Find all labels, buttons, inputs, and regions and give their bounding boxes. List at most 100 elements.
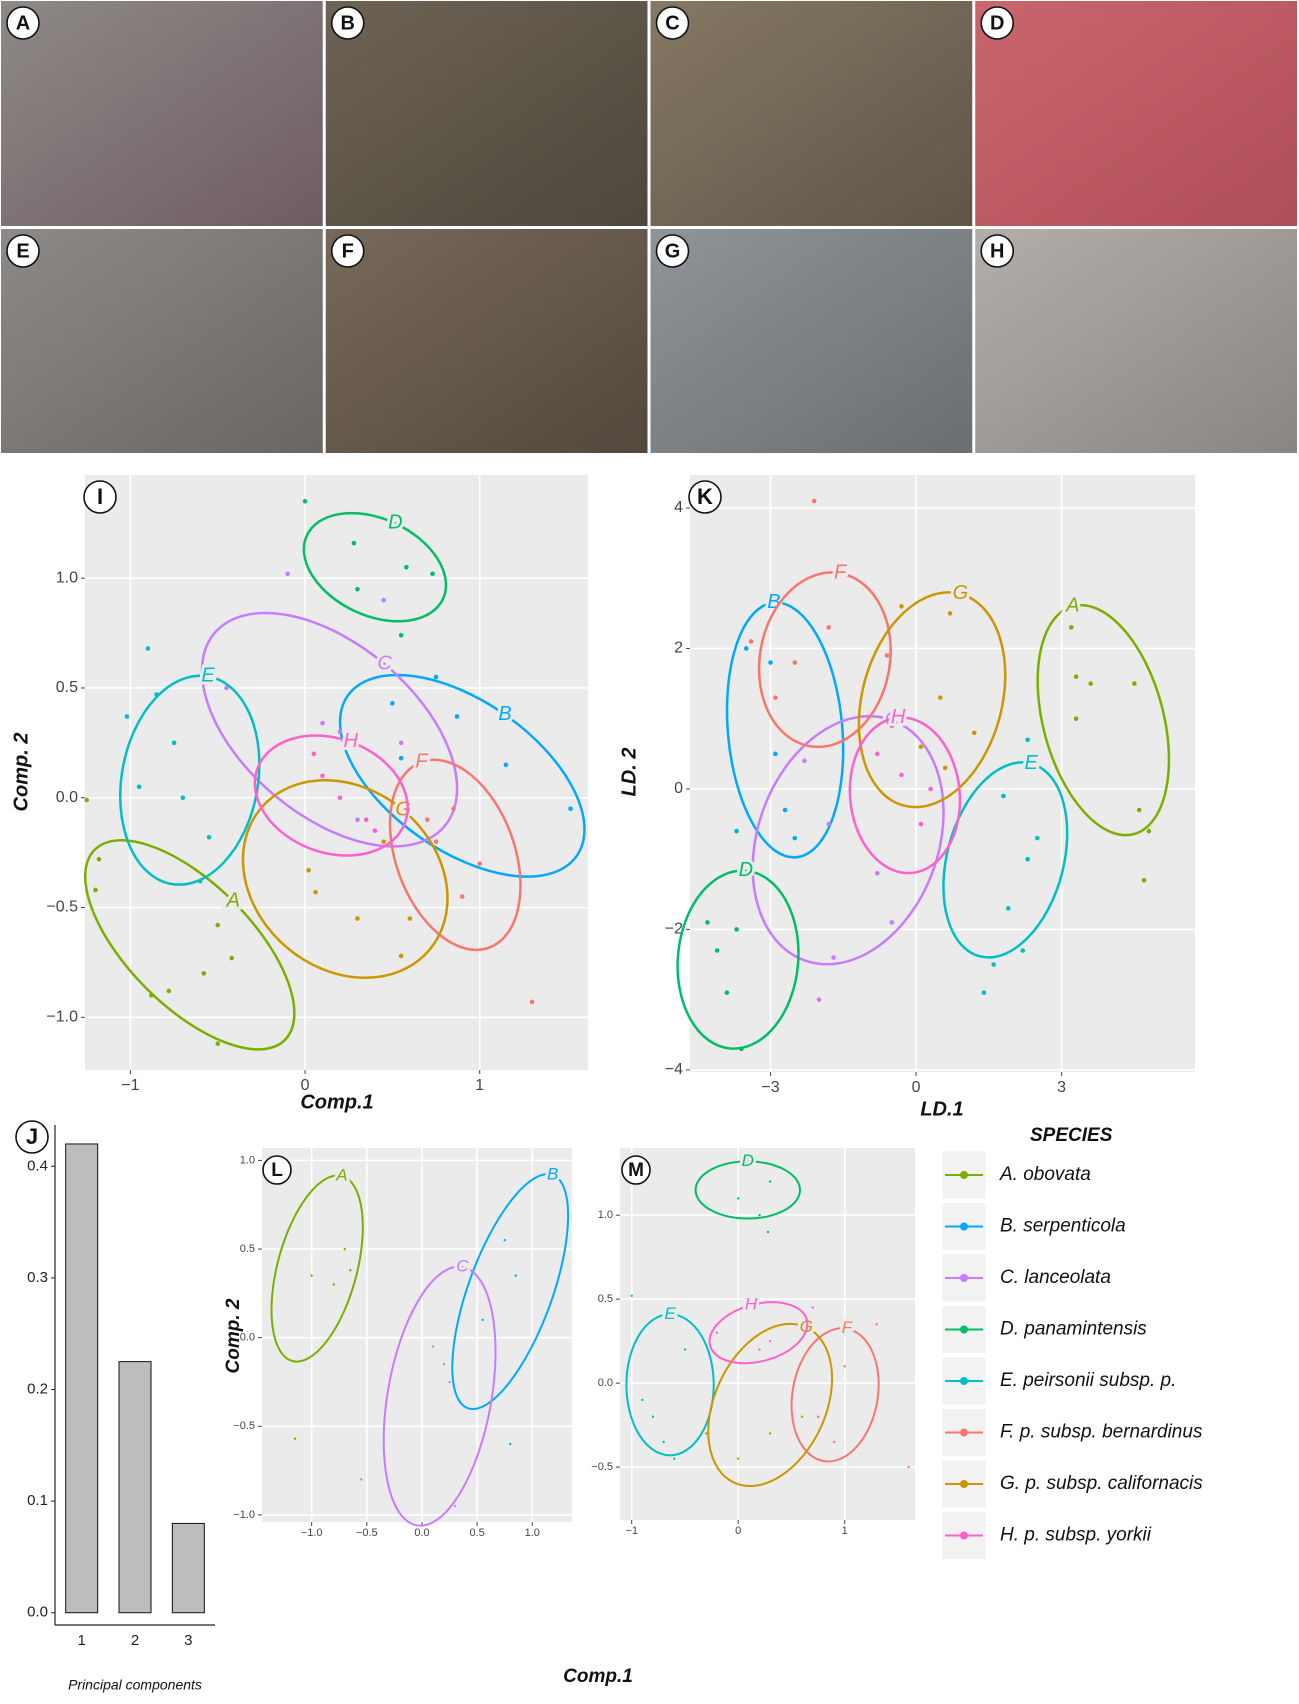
point: [705, 920, 710, 925]
panel-label: M: [628, 1160, 644, 1181]
point: [337, 729, 343, 735]
point: [404, 564, 409, 570]
point: [1132, 681, 1137, 686]
legend-dot: [960, 1171, 968, 1179]
x-axis-title: Comp.1: [300, 1091, 373, 1113]
point: [811, 498, 817, 504]
ellipse-label: C: [377, 652, 392, 674]
confidence-ellipse: [676, 869, 800, 1050]
ellipse-label: F: [415, 750, 429, 772]
legend-dot: [960, 1531, 968, 1540]
point: [832, 1440, 836, 1444]
point: [734, 828, 739, 834]
panel-badge: [330, 234, 365, 268]
point: [942, 765, 948, 771]
confidence-ellipse: [625, 1313, 715, 1457]
point: [683, 1348, 687, 1351]
confidence-ellipse: [382, 1265, 497, 1527]
point: [811, 1306, 814, 1309]
legend-title: SPECIES: [1030, 1125, 1113, 1146]
point: [899, 604, 904, 609]
panel-label: L: [271, 1160, 283, 1181]
y-tick-label: 2: [674, 640, 683, 657]
legend-dot: [960, 1222, 968, 1231]
y-tick-label: −0.5: [591, 1461, 613, 1473]
point: [816, 1415, 820, 1418]
photo: [325, 1, 648, 226]
point: [355, 586, 360, 592]
x-tick-label: 0: [735, 1525, 741, 1537]
photo: [975, 1, 1297, 226]
y-tick-label: −1.0: [233, 1509, 255, 1521]
y-tick-label: 0.5: [56, 679, 78, 696]
ellipse-label: F: [834, 562, 848, 584]
point: [768, 1432, 772, 1435]
confidence-ellipse: [1036, 603, 1171, 837]
point: [433, 674, 439, 680]
ellipse-label: B: [547, 1164, 558, 1183]
confidence-ellipse: [388, 758, 522, 952]
ellipse-label: E: [664, 1304, 676, 1323]
plot-background: [85, 475, 588, 1070]
x-tick-label: 0: [301, 1077, 310, 1094]
point: [171, 740, 177, 746]
y-tick-label: −1.0: [46, 1009, 78, 1026]
photo: [1, 229, 323, 453]
point: [737, 1197, 740, 1200]
bar: [171, 1522, 205, 1614]
panel-label: K: [697, 484, 713, 509]
point: [93, 887, 98, 893]
point: [481, 1318, 484, 1322]
y-tick-label: 0: [674, 780, 683, 797]
point: [782, 807, 788, 813]
point: [349, 1269, 352, 1272]
point: [229, 955, 235, 961]
point: [381, 839, 386, 844]
point: [889, 723, 895, 729]
plot-background: [262, 1148, 572, 1522]
point: [145, 646, 151, 651]
point: [662, 1440, 665, 1444]
x-axis-title: Comp.1: [563, 1666, 633, 1687]
panel-label: B: [341, 12, 355, 34]
point: [971, 730, 977, 736]
y-tick-label: 0.0: [56, 789, 78, 806]
point: [651, 1415, 655, 1418]
point: [928, 786, 933, 792]
point: [96, 856, 102, 862]
point: [363, 817, 369, 823]
y-tick-label: 0.5: [240, 1243, 255, 1255]
point: [224, 685, 229, 691]
ellipse-label: G: [953, 582, 969, 604]
point: [332, 1283, 335, 1286]
point: [355, 916, 360, 921]
point: [766, 1230, 770, 1234]
photo: [975, 229, 1297, 453]
point: [398, 755, 404, 761]
point: [1035, 835, 1040, 841]
x-tick-label: 0: [912, 1079, 921, 1096]
point: [568, 806, 573, 812]
legend-label: C. lanceolata: [1000, 1267, 1111, 1288]
point: [390, 701, 395, 706]
legend-label: B. serpenticola: [1000, 1216, 1126, 1237]
point: [166, 988, 172, 994]
x-tick-label: −1.0: [301, 1527, 323, 1539]
point: [800, 1415, 804, 1418]
panel-label: I: [97, 484, 103, 509]
point: [351, 540, 357, 546]
point: [1025, 737, 1030, 743]
point: [758, 1213, 761, 1217]
y-axis-title: Comp. 2: [223, 1298, 244, 1373]
ellipse-label: E: [201, 665, 215, 687]
point: [306, 867, 311, 873]
panel-label: J: [26, 1124, 38, 1149]
panel-label: H: [990, 240, 1004, 262]
y-tick-label: 0.0: [598, 1377, 613, 1389]
photo: [325, 229, 648, 453]
point: [398, 740, 404, 746]
point: [884, 653, 890, 658]
x-axis-title: LD.1: [920, 1098, 963, 1120]
point: [816, 997, 822, 1002]
